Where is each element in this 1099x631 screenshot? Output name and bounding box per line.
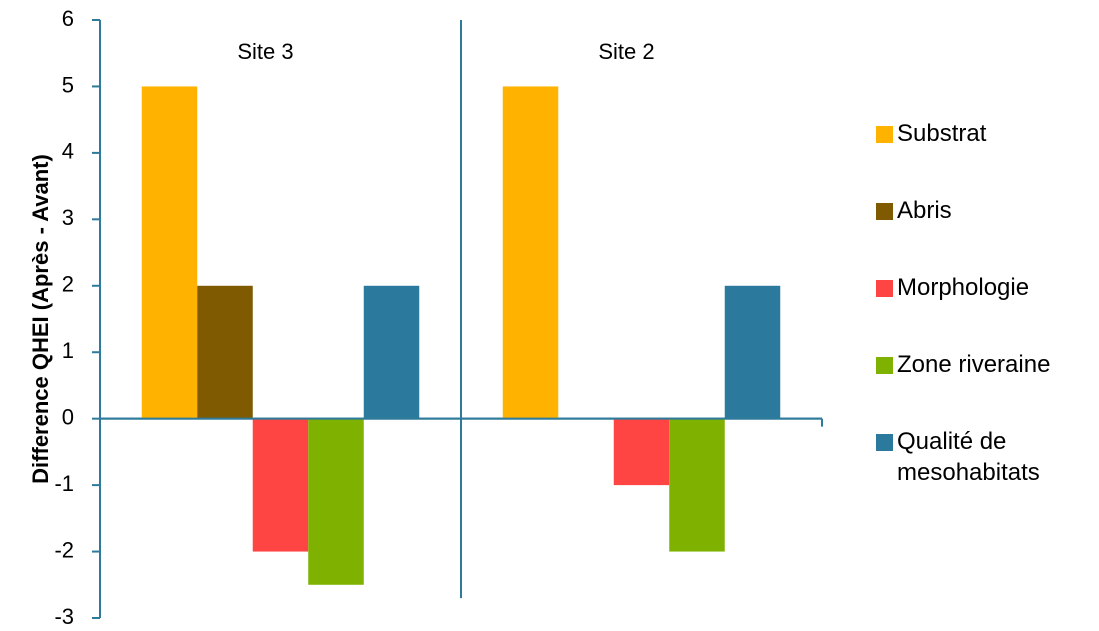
panel-labels: Site 3 Site 2 xyxy=(237,39,654,64)
bar xyxy=(363,285,420,419)
y-tick-label: 1 xyxy=(62,338,74,363)
bar xyxy=(613,418,670,486)
y-tick-label: -3 xyxy=(54,604,74,629)
legend-label: Zone riveraine xyxy=(897,351,1050,378)
y-axis-label: Difference QHEI (Après - Avant) xyxy=(28,154,53,484)
panel-label: Site 2 xyxy=(598,39,654,64)
bar xyxy=(197,285,253,419)
legend-label: Substrat xyxy=(897,120,987,147)
y-tick-label: 0 xyxy=(62,404,74,429)
bars xyxy=(100,86,822,585)
legend-label: Abris xyxy=(897,197,952,224)
bar xyxy=(141,86,198,419)
y-tick-label: 6 xyxy=(62,6,74,31)
legend-label: Qualité de mesohabitats xyxy=(897,428,1040,486)
y-tick-label: 4 xyxy=(62,139,74,164)
y-tick-labels: -3 -2 -1 0 1 2 3 4 5 6 xyxy=(54,6,74,629)
y-tick-label: 3 xyxy=(62,205,74,230)
legend-swatch xyxy=(876,203,893,220)
panel-label: Site 3 xyxy=(237,39,293,64)
legend-swatch xyxy=(876,357,893,374)
legend-swatch xyxy=(876,126,893,143)
bar xyxy=(502,86,559,419)
bar xyxy=(669,418,725,552)
legend: Substrat Abris Morphologie Zone riveraine Qu… xyxy=(876,120,1050,486)
y-tick-label: -2 xyxy=(54,537,74,562)
y-tick-label: 5 xyxy=(62,72,74,97)
bar xyxy=(724,285,781,419)
bar xyxy=(252,418,309,552)
y-tick-label: 2 xyxy=(62,272,74,297)
bar xyxy=(308,418,364,585)
legend-label: Morphologie xyxy=(897,274,1029,301)
legend-swatch xyxy=(876,280,893,297)
legend-swatch xyxy=(876,434,893,451)
y-tick-label: -1 xyxy=(54,471,74,496)
